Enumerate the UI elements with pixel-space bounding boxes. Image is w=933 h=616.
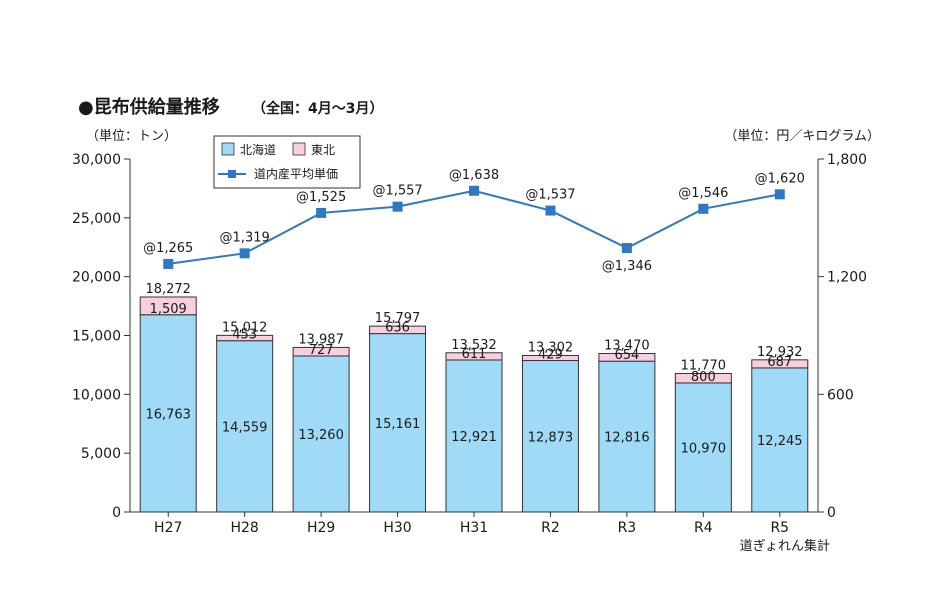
bar-hokkaido [674, 382, 732, 513]
legend-swatch-hokkaido [221, 142, 235, 156]
price-label: @1,546 [678, 186, 728, 201]
price-point [163, 258, 174, 269]
bar-label-tohoku: 687 [767, 355, 792, 370]
chart-subtitle: （全国：4月〜3月） [252, 100, 383, 117]
right-axis-unit: （単位：円／キログラム） [724, 128, 880, 144]
x-tick-label: R2 [541, 520, 560, 536]
price-label: @1,346 [602, 259, 652, 274]
x-tick-label: H31 [460, 520, 488, 536]
bar-label-hokkaido: 16,763 [145, 407, 191, 422]
price-point [316, 207, 327, 218]
bar-label-tohoku: 727 [309, 343, 334, 358]
total-label: 18,272 [145, 282, 191, 297]
left-tick-label: 20,000 [72, 270, 121, 286]
bar-tohoku [216, 334, 274, 342]
bar-hokkaido [369, 333, 427, 513]
left-tick-label: 15,000 [72, 329, 121, 345]
price-label: @1,557 [372, 184, 422, 199]
left-axis-unit: （単位：トン） [86, 128, 177, 144]
total-label: 13,532 [451, 338, 497, 353]
legend: 北海道 東北 道内産平均単価 [213, 135, 361, 189]
legend-line-marker [228, 170, 236, 178]
total-label: 12,932 [757, 345, 803, 360]
price-label: @1,537 [525, 188, 575, 203]
bar-label-hokkaido: 12,816 [604, 431, 650, 446]
right-tick-label: 600 [827, 387, 854, 403]
bar-label-hokkaido: 13,260 [298, 428, 344, 443]
bar-label-hokkaido: 10,970 [681, 441, 727, 456]
bar-tohoku [751, 359, 809, 369]
bar-tohoku [139, 296, 197, 316]
x-tick-label: H29 [307, 520, 335, 536]
bar-label-tohoku: 611 [462, 347, 487, 362]
bar-label-hokkaido: 12,245 [757, 434, 803, 449]
bar-label-tohoku: 1,509 [150, 302, 187, 317]
bar-tohoku [521, 354, 579, 362]
bar-hokkaido [292, 355, 350, 513]
legend-label-tohoku: 東北 [311, 143, 335, 157]
bar-label-tohoku: 453 [232, 328, 257, 343]
left-tick-label: 25,000 [72, 211, 121, 227]
legend-label-price: 道内産平均単価 [254, 166, 338, 181]
source-note: 道ぎょれん集計 [740, 538, 830, 554]
bar-hokkaido [598, 360, 656, 513]
bar-hokkaido [445, 359, 503, 513]
price-line [168, 189, 780, 265]
price-point [239, 248, 250, 259]
bar-label-hokkaido: 12,873 [528, 430, 574, 445]
price-label: @1,638 [449, 168, 499, 183]
bar-label-hokkaido: 14,559 [222, 420, 268, 435]
price-point [545, 205, 556, 216]
x-tick-label: R3 [618, 520, 637, 536]
x-tick-label: R5 [770, 520, 789, 536]
bar-label-hokkaido: 12,921 [451, 430, 497, 445]
legend-box [213, 135, 361, 189]
right-tick-label: 0 [827, 505, 836, 521]
left-tick-label: 5,000 [81, 446, 121, 462]
bar-label-hokkaido: 15,161 [375, 417, 421, 432]
price-label: @1,620 [755, 171, 805, 186]
bar-label-tohoku: 636 [385, 321, 410, 336]
price-label: @1,265 [143, 241, 193, 256]
price-point [774, 189, 785, 200]
x-tick-label: H28 [230, 520, 258, 536]
left-tick-label: 30,000 [72, 152, 121, 168]
bar-hokkaido [139, 314, 197, 513]
total-label: 13,987 [298, 332, 344, 347]
price-label: @1,319 [220, 230, 270, 245]
bar-tohoku [445, 352, 503, 361]
x-tick-label: H27 [154, 520, 182, 536]
price-label: @1,525 [296, 190, 346, 205]
price-point [621, 243, 632, 254]
total-label: 13,302 [528, 340, 574, 355]
price-point [698, 203, 709, 214]
right-tick-label: 1,200 [827, 270, 867, 286]
legend-swatch-tohoku [292, 142, 306, 156]
bar-label-tohoku: 654 [614, 348, 639, 363]
left-tick-label: 10,000 [72, 387, 121, 403]
bar-hokkaido [216, 340, 274, 513]
bar-tohoku [674, 373, 732, 384]
bar-hokkaido [751, 367, 809, 513]
total-label: 11,770 [681, 359, 727, 374]
left-tick-label: 0 [112, 505, 121, 521]
bar-tohoku [598, 353, 656, 362]
bar-tohoku [369, 325, 427, 335]
legend-label-hokkaido: 北海道 [240, 142, 276, 157]
price-point [392, 201, 403, 212]
total-label: 15,012 [222, 320, 268, 335]
bar-label-tohoku: 800 [691, 370, 716, 385]
bar-label-tohoku: 429 [538, 348, 563, 363]
right-tick-label: 1,800 [827, 152, 867, 168]
total-label: 13,470 [604, 339, 650, 354]
bar-tohoku [292, 346, 350, 357]
total-label: 15,797 [375, 311, 421, 326]
x-tick-label: R4 [694, 520, 713, 536]
price-point [469, 185, 479, 196]
chart-title: ●昆布供給量推移 [78, 96, 220, 118]
x-tick-label: H30 [383, 520, 411, 536]
